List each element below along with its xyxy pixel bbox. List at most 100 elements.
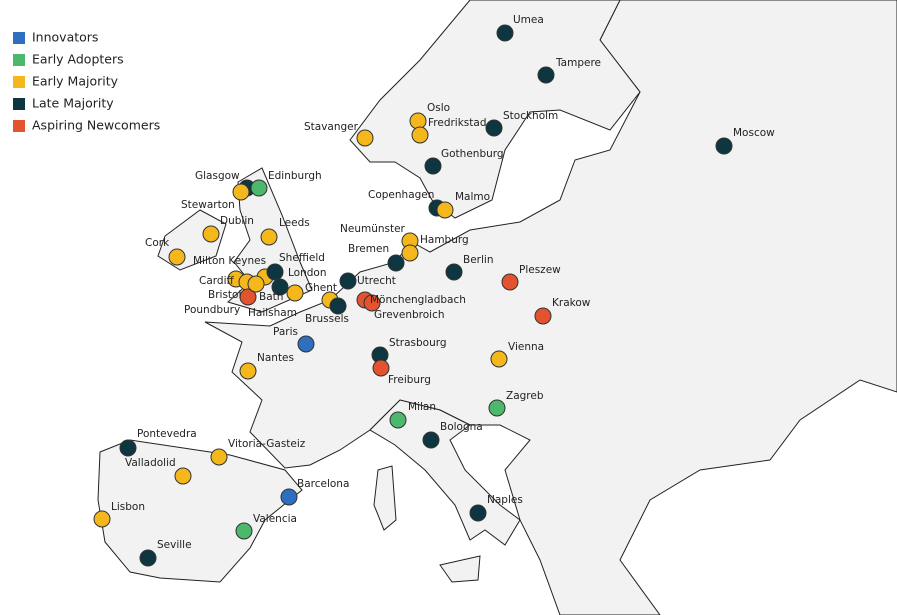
city-label: Dublin	[220, 215, 254, 227]
city-label: Nantes	[257, 352, 294, 364]
city-label: Umea	[513, 14, 544, 26]
scandinavia	[349, 0, 641, 219]
city-label: Copenhagen	[368, 189, 434, 201]
city-marker	[210, 448, 228, 466]
city-marker	[485, 119, 503, 137]
city-marker	[139, 549, 157, 567]
city-label: Vitoria-Gasteiz	[228, 438, 306, 450]
corsica-sardinia	[373, 465, 397, 531]
cities: Umea Tampere Oslo Fredrikstad Stockholm Stava…	[93, 14, 775, 567]
city-marker	[469, 504, 487, 522]
city-label: Bristol	[208, 289, 241, 301]
city-marker	[488, 399, 506, 417]
city-marker	[239, 362, 257, 380]
legend-label: Aspiring Newcomers	[32, 118, 160, 133]
city-marker	[401, 244, 419, 262]
city-label: Valladolid	[125, 457, 176, 469]
city-marker	[356, 129, 374, 147]
city-label: Fredrikstad	[428, 117, 487, 129]
city-label: Zagreb	[506, 390, 544, 402]
city-label: Barcelona	[297, 478, 349, 490]
iberia	[97, 439, 303, 583]
city-label: Hamburg	[420, 234, 469, 246]
city-marker	[411, 126, 429, 144]
legend-label: Early Adopters	[32, 52, 124, 67]
city-marker	[260, 228, 278, 246]
city-label: Vienna	[508, 341, 544, 353]
city-label: Glasgow	[195, 170, 240, 182]
legend-swatch	[13, 76, 25, 88]
city-label: Milan	[408, 401, 436, 413]
city-label: Paris	[273, 326, 298, 338]
city-marker	[372, 359, 390, 377]
city-label: Naples	[487, 494, 523, 506]
city-label: Krakow	[552, 297, 591, 309]
labels: Umea Tampere Oslo Fredrikstad Stockholm Stava…	[111, 14, 775, 551]
city-marker	[235, 522, 253, 540]
city-label: Cardiff	[199, 275, 234, 287]
city-label: London	[288, 267, 327, 279]
city-marker	[280, 488, 298, 506]
city-label: Utrecht	[357, 275, 396, 287]
city-label: Bremen	[348, 243, 389, 255]
city-label: Cork	[145, 237, 170, 249]
city-label: Valencia	[253, 513, 297, 525]
city-marker	[93, 510, 111, 528]
city-label: Moscow	[733, 127, 775, 139]
city-marker	[445, 263, 463, 281]
city-marker	[537, 66, 555, 84]
city-label: Berlin	[463, 254, 493, 266]
legend-swatch	[13, 54, 25, 66]
city-marker	[339, 272, 357, 290]
city-marker	[271, 278, 289, 296]
city-marker	[266, 263, 284, 281]
city-marker	[363, 294, 381, 312]
city-label: Strasbourg	[389, 337, 447, 349]
city-marker	[534, 307, 552, 325]
legend-swatch	[13, 98, 25, 110]
city-marker	[329, 297, 347, 315]
city-marker	[232, 183, 250, 201]
legend-swatch	[13, 120, 25, 132]
city-marker	[286, 284, 304, 302]
city-label: Leeds	[279, 217, 310, 229]
city-label: Poundbury	[184, 304, 240, 316]
city-label: Stewarton	[181, 199, 235, 211]
city-marker	[202, 225, 220, 243]
city-label: Pontevedra	[137, 428, 197, 440]
city-marker	[490, 350, 508, 368]
city-label: Milton Keynes	[193, 255, 266, 267]
city-label: Bath	[259, 291, 283, 303]
city-label: Freiburg	[388, 374, 431, 386]
city-marker	[409, 112, 427, 130]
city-label: Bologna	[440, 421, 483, 433]
city-marker	[496, 24, 514, 42]
city-marker	[250, 179, 268, 197]
legend-label: Early Majority	[32, 74, 119, 89]
city-label: Ghent	[305, 282, 337, 294]
city-label: Brussels	[305, 313, 349, 325]
city-label: Edinburgh	[268, 170, 322, 182]
city-marker	[436, 201, 454, 219]
city-marker	[247, 275, 265, 293]
city-marker	[297, 335, 315, 353]
city-marker	[501, 273, 519, 291]
legend-swatch	[13, 32, 25, 44]
city-label: Sheffield	[279, 252, 325, 264]
city-label: Mönchengladbach	[370, 294, 466, 306]
markers	[93, 24, 733, 567]
legend: Innovators Early Adopters Early Majority La…	[13, 30, 160, 133]
city-label: Tampere	[555, 57, 601, 69]
city-marker	[422, 431, 440, 449]
city-label: Lisbon	[111, 501, 145, 513]
city-marker	[119, 439, 137, 457]
city-label: Neumünster	[340, 223, 406, 235]
city-marker	[424, 157, 442, 175]
city-marker	[174, 467, 192, 485]
legend-label: Late Majority	[32, 96, 114, 111]
legend-label: Innovators	[32, 30, 98, 45]
city-label: Stavanger	[304, 121, 359, 133]
city-label: Oslo	[427, 102, 450, 114]
city-marker	[387, 254, 405, 272]
